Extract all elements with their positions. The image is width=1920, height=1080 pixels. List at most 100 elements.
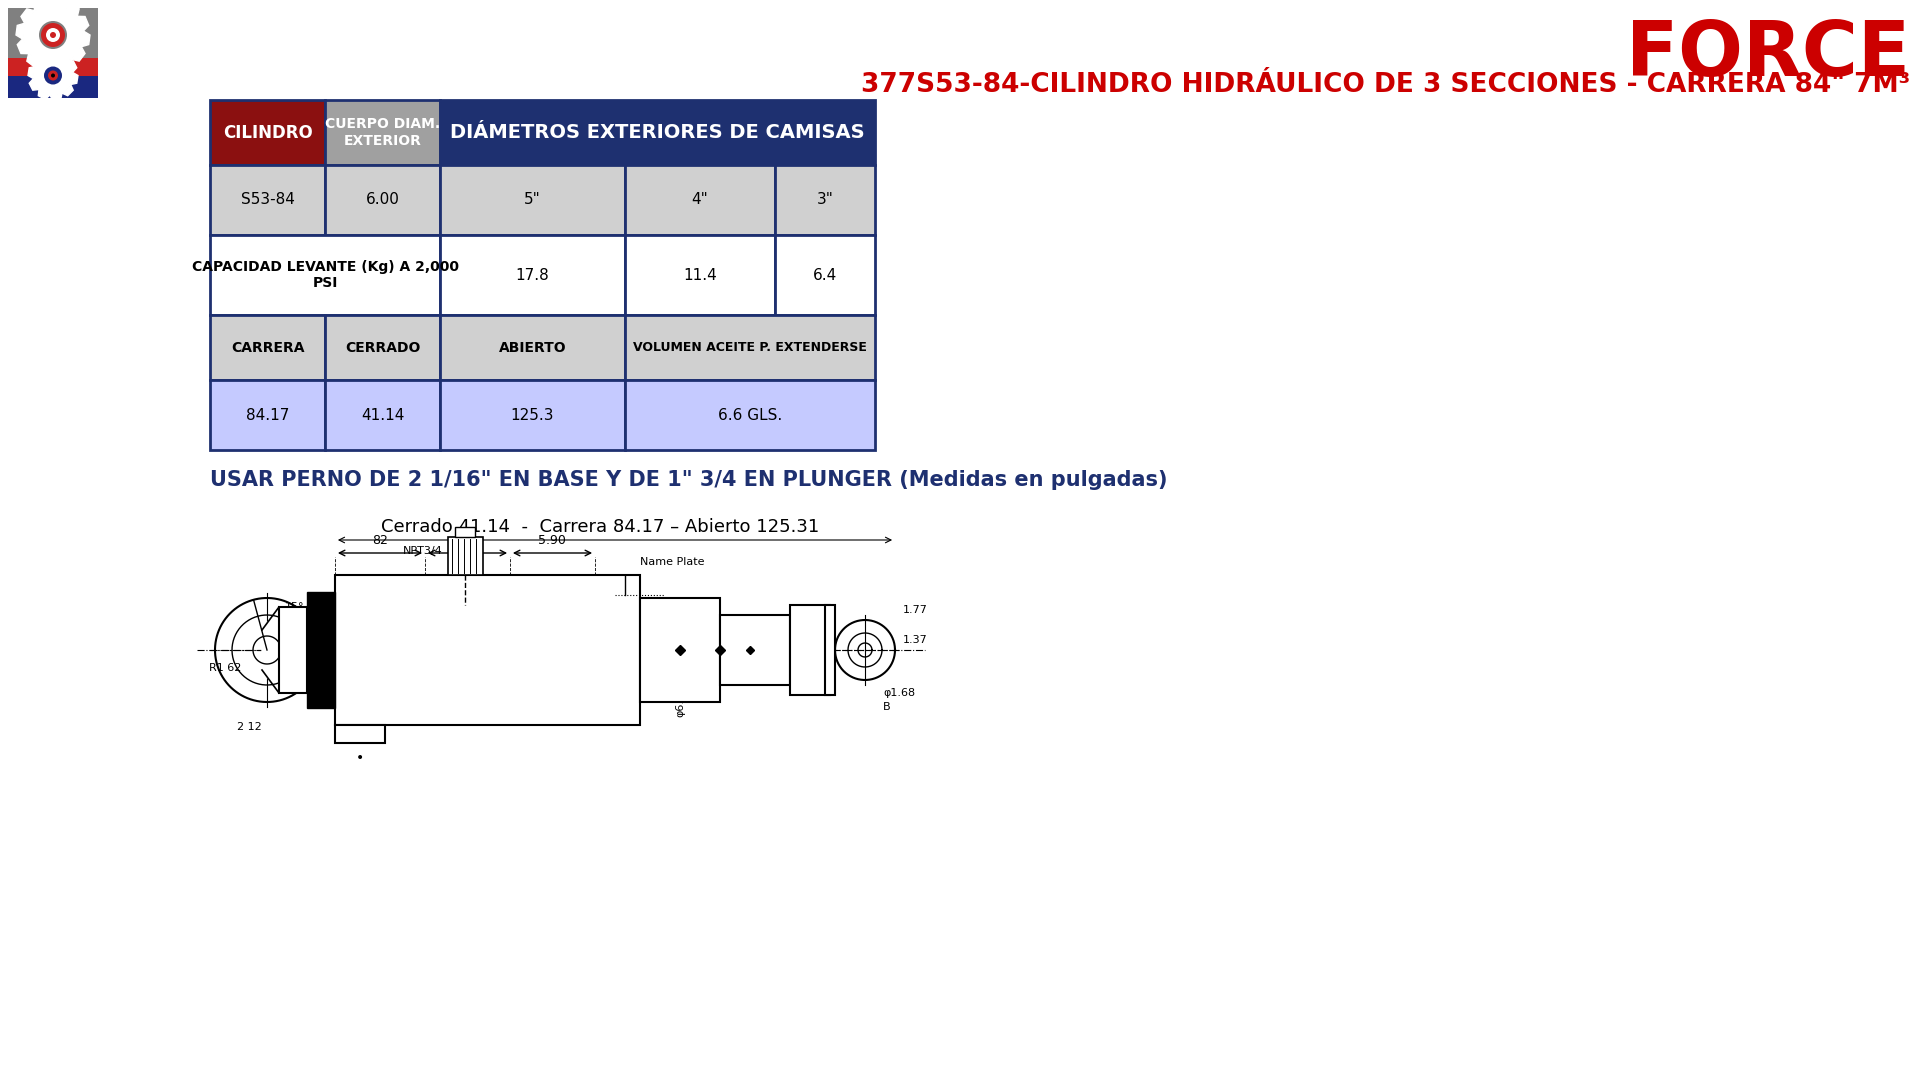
Bar bbox=[440, 380, 626, 450]
Bar bbox=[440, 100, 876, 165]
Text: 377S53-84-CILINDRO HIDRÁULICO DE 3 SECCIONES - CARRERA 84" 7M³: 377S53-84-CILINDRO HIDRÁULICO DE 3 SECCI… bbox=[860, 72, 1910, 98]
Circle shape bbox=[48, 70, 58, 81]
Polygon shape bbox=[56, 58, 71, 70]
Polygon shape bbox=[27, 53, 42, 67]
Text: 1.37: 1.37 bbox=[902, 635, 927, 645]
Polygon shape bbox=[21, 9, 35, 24]
Polygon shape bbox=[33, 55, 44, 66]
Text: 11.4: 11.4 bbox=[684, 268, 716, 283]
Polygon shape bbox=[61, 84, 73, 96]
Text: 41.14: 41.14 bbox=[361, 407, 405, 422]
Polygon shape bbox=[35, 0, 50, 12]
Bar bbox=[8, 57, 98, 98]
Polygon shape bbox=[29, 67, 35, 79]
Polygon shape bbox=[81, 30, 90, 48]
Bar bbox=[440, 235, 626, 315]
Bar bbox=[209, 165, 324, 235]
Bar bbox=[324, 165, 440, 235]
Bar bbox=[440, 165, 626, 235]
Polygon shape bbox=[67, 60, 77, 72]
Text: CILINDRO: CILINDRO bbox=[223, 123, 313, 141]
Bar bbox=[324, 380, 440, 450]
Text: FORCE: FORCE bbox=[1626, 18, 1910, 92]
Text: 1.77: 1.77 bbox=[902, 605, 927, 615]
Text: CAPACIDAD LEVANTE (Kg) A 2,000
PSI: CAPACIDAD LEVANTE (Kg) A 2,000 PSI bbox=[192, 260, 459, 291]
Bar bbox=[720, 615, 789, 685]
Bar bbox=[776, 235, 876, 315]
Bar bbox=[626, 235, 776, 315]
Text: 5": 5" bbox=[524, 192, 541, 207]
Text: 2 12: 2 12 bbox=[236, 723, 261, 732]
Bar bbox=[447, 537, 484, 575]
Text: CARRERA: CARRERA bbox=[230, 340, 303, 354]
Text: NPT3/4: NPT3/4 bbox=[403, 546, 444, 556]
Bar bbox=[639, 598, 720, 702]
Bar bbox=[209, 235, 440, 315]
Text: 84.17: 84.17 bbox=[246, 407, 290, 422]
Text: 5.90: 5.90 bbox=[538, 534, 566, 546]
Text: φ1.68: φ1.68 bbox=[883, 688, 916, 698]
Text: 5.1: 5.1 bbox=[457, 534, 476, 546]
Bar bbox=[324, 315, 440, 380]
Text: 15°: 15° bbox=[284, 602, 305, 612]
Text: USAR PERNO DE 2 1/16" EN BASE Y DE 1" 3/4 EN PLUNGER (Medidas en pulgadas): USAR PERNO DE 2 1/16" EN BASE Y DE 1" 3/… bbox=[209, 470, 1167, 490]
Text: CUERPO DIAM.
EXTERIOR: CUERPO DIAM. EXTERIOR bbox=[324, 118, 440, 148]
Text: 6.6 GLS.: 6.6 GLS. bbox=[718, 407, 781, 422]
Text: φ6.10: φ6.10 bbox=[676, 685, 685, 717]
Text: 17.8: 17.8 bbox=[516, 268, 549, 283]
Text: Cerrado 41.14  -  Carrera 84.17 – Abierto 125.31: Cerrado 41.14 - Carrera 84.17 – Abierto … bbox=[380, 518, 820, 536]
Circle shape bbox=[50, 32, 56, 38]
Circle shape bbox=[46, 28, 60, 42]
Bar bbox=[789, 605, 829, 696]
Bar bbox=[278, 607, 307, 693]
Bar bbox=[307, 592, 334, 708]
Text: Name Plate: Name Plate bbox=[639, 557, 705, 567]
Circle shape bbox=[33, 55, 73, 95]
Bar bbox=[209, 380, 324, 450]
Bar bbox=[626, 380, 876, 450]
Polygon shape bbox=[71, 46, 84, 62]
Bar bbox=[8, 57, 98, 76]
Circle shape bbox=[44, 67, 61, 84]
Polygon shape bbox=[261, 607, 278, 693]
Text: 82: 82 bbox=[372, 534, 388, 546]
Bar bbox=[626, 165, 776, 235]
Polygon shape bbox=[15, 23, 25, 40]
Polygon shape bbox=[40, 63, 58, 72]
Bar bbox=[209, 100, 324, 165]
Bar bbox=[440, 315, 626, 380]
Bar bbox=[8, 8, 98, 57]
Polygon shape bbox=[29, 79, 38, 91]
Polygon shape bbox=[38, 90, 50, 99]
Circle shape bbox=[23, 5, 83, 65]
Text: R1 62: R1 62 bbox=[209, 663, 242, 673]
Polygon shape bbox=[56, 52, 67, 62]
Text: 4": 4" bbox=[691, 192, 708, 207]
Text: ABIERTO: ABIERTO bbox=[499, 340, 566, 354]
Polygon shape bbox=[63, 3, 79, 17]
Circle shape bbox=[52, 73, 56, 78]
Text: 6.00: 6.00 bbox=[365, 192, 399, 207]
Text: 125.3: 125.3 bbox=[511, 407, 555, 422]
Bar bbox=[776, 165, 876, 235]
Polygon shape bbox=[77, 16, 88, 31]
Bar bbox=[324, 100, 440, 165]
Bar bbox=[626, 315, 876, 380]
Text: •: • bbox=[355, 751, 365, 765]
Bar bbox=[826, 605, 835, 696]
Bar bbox=[334, 575, 639, 725]
Bar bbox=[455, 527, 474, 537]
Polygon shape bbox=[44, 51, 56, 57]
Text: DIÁMETROS EXTERIORES DE CAMISAS: DIÁMETROS EXTERIORES DE CAMISAS bbox=[449, 123, 864, 141]
Polygon shape bbox=[71, 72, 79, 84]
Circle shape bbox=[38, 21, 67, 49]
Polygon shape bbox=[50, 93, 61, 100]
Polygon shape bbox=[17, 39, 29, 54]
Polygon shape bbox=[48, 0, 65, 8]
Text: CERRADO: CERRADO bbox=[346, 340, 420, 354]
Circle shape bbox=[40, 23, 65, 48]
Text: S53-84: S53-84 bbox=[240, 192, 294, 207]
Text: VOLUMEN ACEITE P. EXTENDERSE: VOLUMEN ACEITE P. EXTENDERSE bbox=[634, 341, 868, 354]
Text: 6.4: 6.4 bbox=[812, 268, 837, 283]
Text: 3": 3" bbox=[816, 192, 833, 207]
